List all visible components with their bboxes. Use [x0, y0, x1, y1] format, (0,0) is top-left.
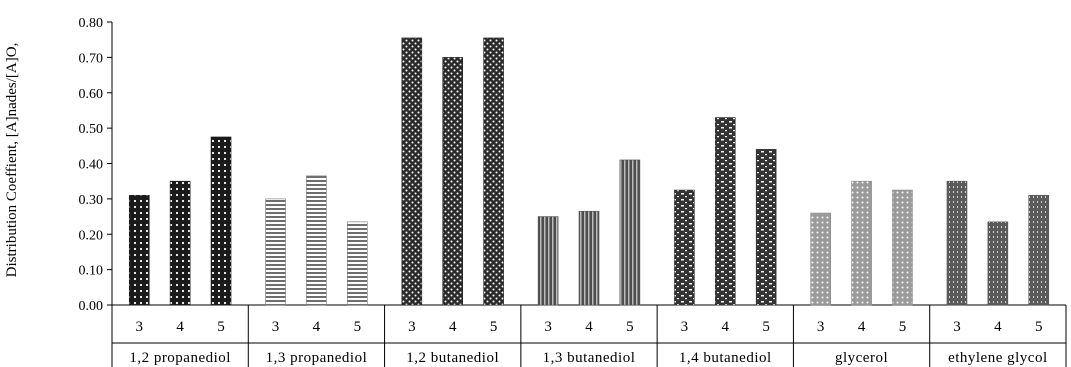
- x-sub-tick-label: 3: [953, 319, 961, 335]
- bar: [619, 159, 641, 306]
- bar: [442, 57, 464, 306]
- bar: [347, 221, 368, 306]
- bar: [1028, 195, 1050, 306]
- bar: [265, 198, 286, 306]
- x-group-label: ethylene glycol: [948, 350, 1048, 366]
- x-sub-tick-label: 5: [762, 319, 770, 335]
- bar: [483, 37, 504, 306]
- bar: [755, 149, 777, 306]
- x-group-label: 1,2 propanediol: [129, 350, 231, 366]
- bar: [810, 212, 831, 306]
- bar: [851, 180, 872, 306]
- x-sub-tick-label: 3: [272, 319, 280, 335]
- x-sub-tick-label: 4: [585, 319, 593, 335]
- y-tick-label: 0.10: [79, 264, 104, 279]
- bar: [537, 216, 559, 306]
- y-tick-label: 0.60: [79, 87, 104, 102]
- x-sub-tick-label: 4: [313, 319, 321, 335]
- bar: [169, 180, 191, 306]
- bar: [578, 210, 600, 306]
- x-sub-tick-label: 3: [408, 319, 416, 335]
- x-sub-tick-label: 3: [136, 319, 144, 335]
- bar: [946, 180, 968, 306]
- x-sub-tick-label: 4: [994, 319, 1002, 335]
- x-sub-tick-label: 4: [858, 319, 866, 335]
- x-sub-tick-label: 4: [176, 319, 184, 335]
- x-group-label: 1,4 butanediol: [679, 350, 772, 366]
- x-sub-tick-label: 3: [544, 319, 552, 335]
- x-sub-tick-label: 5: [899, 319, 907, 335]
- x-group-label: 1,3 propanediol: [266, 350, 368, 366]
- y-tick-label: 0.40: [79, 158, 104, 173]
- x-sub-tick-label: 4: [722, 319, 730, 335]
- x-axis-labels: 3 4 5 1,2 propanediol 3 4 5 1,3 propanediol 3 4 5 1…: [111, 305, 1067, 367]
- x-sub-tick-label: 3: [817, 319, 825, 335]
- x-group-label: glycerol: [835, 350, 888, 366]
- bar: [306, 175, 327, 306]
- x-sub-tick-label: 5: [490, 319, 498, 335]
- x-sub-tick-label: 4: [449, 319, 457, 335]
- y-tick-label: 0.30: [79, 193, 104, 208]
- y-axis-ticks: 0.00 0.10 0.20 0.30 0.40 0.50 0.60 0.70 0.80: [79, 16, 112, 314]
- x-sub-tick-label: 5: [1035, 319, 1043, 335]
- bar: [987, 221, 1009, 306]
- y-tick-label: 0.80: [79, 16, 104, 31]
- y-tick-label: 0.70: [79, 51, 104, 66]
- x-sub-tick-label: 3: [681, 319, 689, 335]
- bar: [401, 37, 423, 306]
- bars: [128, 37, 1050, 306]
- x-group-label: 1,3 butanediol: [543, 350, 636, 366]
- y-axis-label: Distribution Coeffient, [A]nades/[A]O,: [4, 43, 20, 278]
- y-tick-label: 0.20: [79, 228, 104, 243]
- bar: [892, 189, 913, 306]
- bar: [714, 117, 736, 306]
- x-sub-tick-label: 5: [354, 319, 362, 335]
- x-sub-tick-label: 5: [217, 319, 225, 335]
- bar: [128, 195, 150, 306]
- y-tick-label: 0.00: [79, 299, 104, 314]
- bar: [674, 189, 695, 306]
- x-group-label: 1,2 butanediol: [406, 350, 499, 366]
- x-sub-tick-label: 5: [626, 319, 634, 335]
- bar: [210, 136, 232, 306]
- y-tick-label: 0.50: [79, 122, 104, 137]
